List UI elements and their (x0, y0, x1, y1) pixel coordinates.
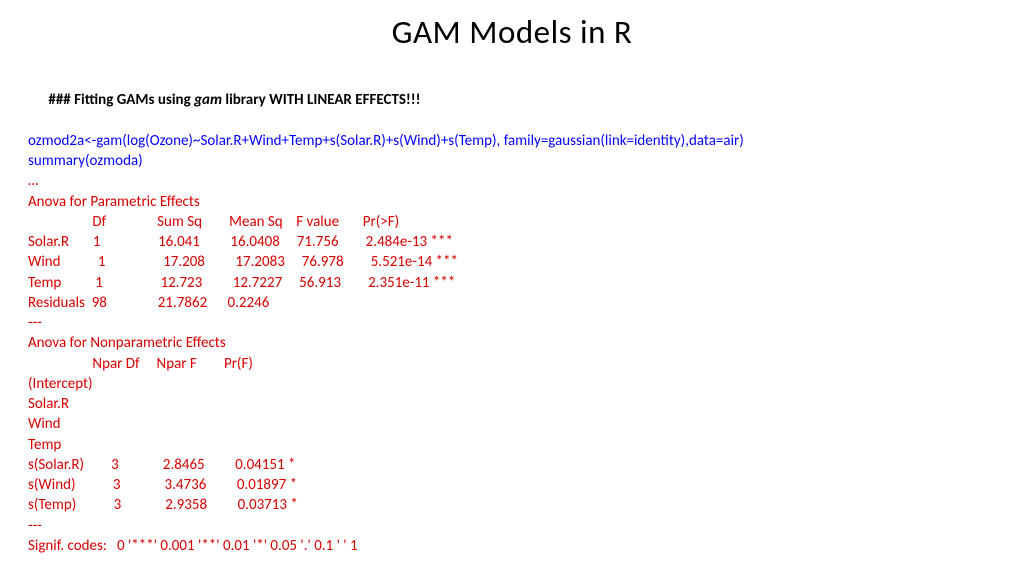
code-line-1: ozmod2a<-gam(log(Ozone)~Solar.R+Wind+Tem… (28, 131, 996, 151)
anova-nonparametric-header: Npar Df Npar F Pr(F) (28, 354, 996, 374)
table-row: Solar.R 1 16.041 16.0408 71.756 2.484e-1… (28, 232, 996, 252)
table-row: s(Wind) 3 3.4736 0.01897 * (28, 475, 996, 495)
page-title: GAM Models in R (28, 12, 996, 52)
section-heading: ### Fitting GAMs using gam library WITH … (28, 70, 996, 131)
heading-lib: gam (194, 91, 222, 109)
heading-pre: ### Fitting GAMs using (48, 91, 194, 109)
heading-post: library WITH LINEAR EFFECTS!!! (222, 91, 421, 109)
signif-codes-line: Signif. codes: 0 '***' 0.001 '**' 0.01 '… (28, 536, 996, 556)
separator-line: --- (28, 516, 996, 536)
content-body: ### Fitting GAMs using gam library WITH … (28, 70, 996, 556)
table-row: Temp 1 12.723 12.7227 56.913 2.351e-11 *… (28, 273, 996, 293)
anova-nonparametric-title: Anova for Nonparametric Effects (28, 333, 996, 353)
table-row: Temp (28, 435, 996, 455)
code-line-2: summary(ozmoda) (28, 151, 996, 171)
table-row: Residuals 98 21.7862 0.2246 (28, 293, 996, 313)
anova-parametric-title: Anova for Parametric Effects (28, 192, 996, 212)
ellipsis-line: … (28, 171, 996, 191)
table-row: Solar.R (28, 394, 996, 414)
anova-parametric-header: Df Sum Sq Mean Sq F value Pr(>F) (28, 212, 996, 232)
table-row: (Intercept) (28, 374, 996, 394)
slide-container: GAM Models in R ### Fitting GAMs using g… (0, 0, 1024, 576)
separator-line: --- (28, 313, 996, 333)
table-row: s(Solar.R) 3 2.8465 0.04151 * (28, 455, 996, 475)
table-row: Wind 1 17.208 17.2083 76.978 5.521e-14 *… (28, 252, 996, 272)
table-row: s(Temp) 3 2.9358 0.03713 * (28, 495, 996, 515)
table-row: Wind (28, 414, 996, 434)
